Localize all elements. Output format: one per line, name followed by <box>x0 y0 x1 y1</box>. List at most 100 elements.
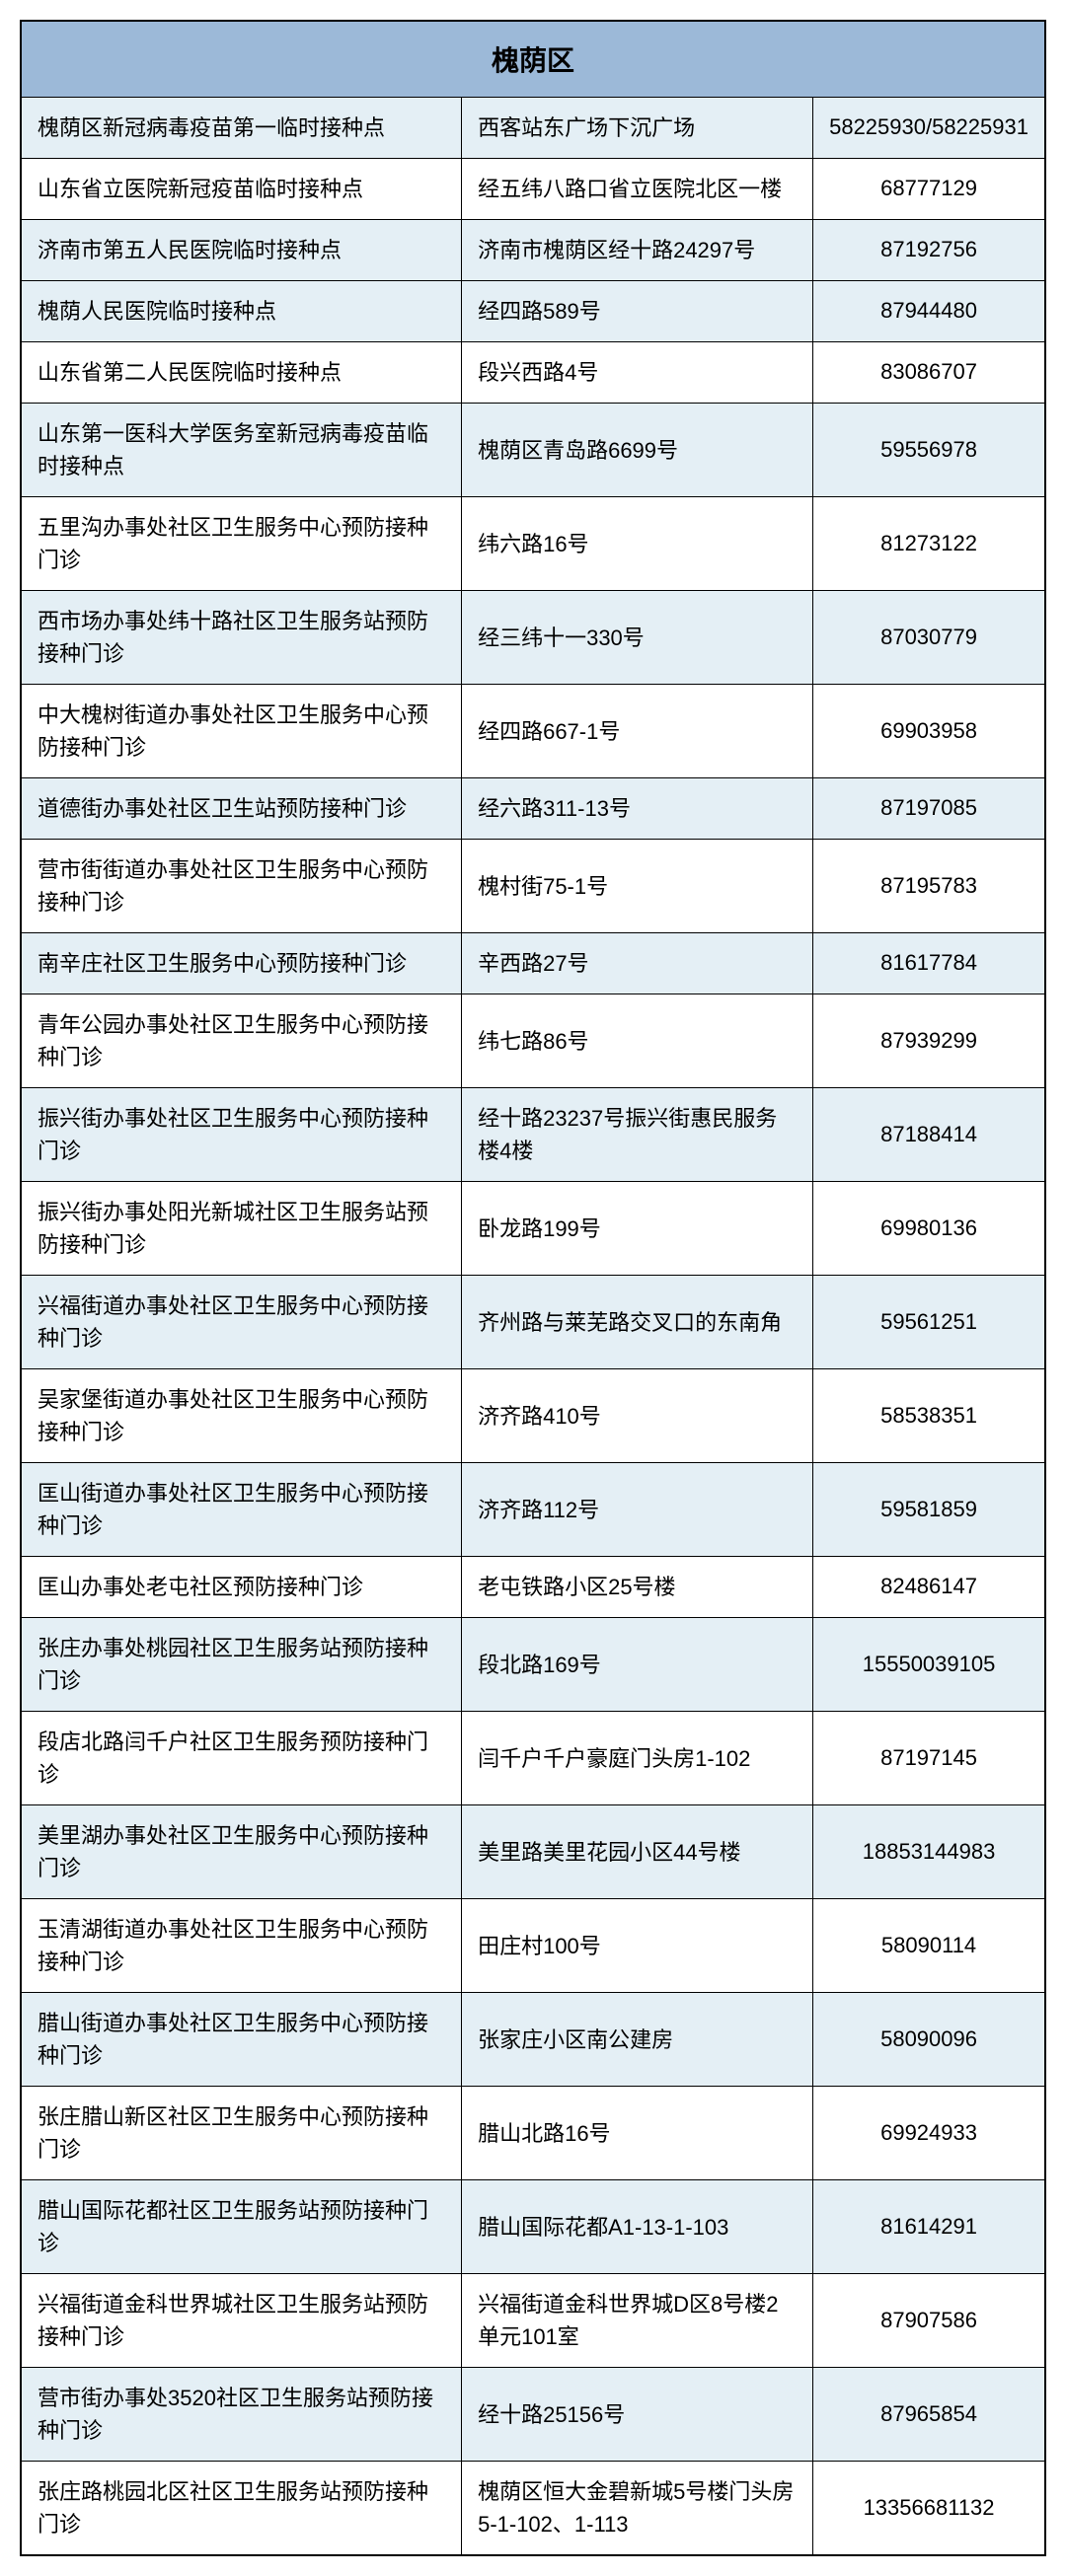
table-row: 玉清湖街道办事处社区卫生服务中心预防接种门诊田庄村100号58090114 <box>21 1899 1045 1993</box>
table-row: 吴家堡街道办事处社区卫生服务中心预防接种门诊济齐路410号58538351 <box>21 1369 1045 1463</box>
site-name-cell: 山东省第二人民医院临时接种点 <box>21 342 462 404</box>
site-name-cell: 南辛庄社区卫生服务中心预防接种门诊 <box>21 933 462 994</box>
table-row: 山东第一医科大学医务室新冠病毒疫苗临时接种点槐荫区青岛路6699号5955697… <box>21 404 1045 497</box>
site-phone-cell: 87907586 <box>813 2274 1045 2368</box>
site-phone-cell: 87195783 <box>813 840 1045 933</box>
site-phone-cell: 87188414 <box>813 1088 1045 1182</box>
table-row: 营市街街道办事处社区卫生服务中心预防接种门诊槐村街75-1号87195783 <box>21 840 1045 933</box>
site-address-cell: 经六路311-13号 <box>462 778 813 840</box>
site-name-cell: 西市场办事处纬十路社区卫生服务站预防接种门诊 <box>21 591 462 685</box>
site-phone-cell: 58090096 <box>813 1993 1045 2087</box>
table-row: 腊山街道办事处社区卫生服务中心预防接种门诊张家庄小区南公建房58090096 <box>21 1993 1045 2087</box>
site-address-cell: 老屯铁路小区25号楼 <box>462 1557 813 1618</box>
site-phone-cell: 87192756 <box>813 220 1045 281</box>
site-phone-cell: 15550039105 <box>813 1618 1045 1712</box>
site-name-cell: 兴福街道办事处社区卫生服务中心预防接种门诊 <box>21 1276 462 1369</box>
site-name-cell: 济南市第五人民医院临时接种点 <box>21 220 462 281</box>
site-name-cell: 匡山街道办事处社区卫生服务中心预防接种门诊 <box>21 1463 462 1557</box>
site-address-cell: 段兴西路4号 <box>462 342 813 404</box>
site-address-cell: 经三纬十一330号 <box>462 591 813 685</box>
site-name-cell: 张庄腊山新区社区卫生服务中心预防接种门诊 <box>21 2087 462 2180</box>
site-phone-cell: 68777129 <box>813 159 1045 220</box>
site-address-cell: 齐州路与莱芜路交叉口的东南角 <box>462 1276 813 1369</box>
site-address-cell: 济南市槐荫区经十路24297号 <box>462 220 813 281</box>
site-address-cell: 经四路667-1号 <box>462 685 813 778</box>
site-address-cell: 经十路25156号 <box>462 2368 813 2462</box>
site-address-cell: 段北路169号 <box>462 1618 813 1712</box>
table-row: 槐荫人民医院临时接种点经四路589号87944480 <box>21 281 1045 342</box>
table-header-row: 槐荫区 <box>21 21 1045 98</box>
site-name-cell: 槐荫区新冠病毒疫苗第一临时接种点 <box>21 98 462 159</box>
table-row: 西市场办事处纬十路社区卫生服务站预防接种门诊经三纬十一330号87030779 <box>21 591 1045 685</box>
site-name-cell: 营市街办事处3520社区卫生服务站预防接种门诊 <box>21 2368 462 2462</box>
table-row: 山东省第二人民医院临时接种点段兴西路4号83086707 <box>21 342 1045 404</box>
site-address-cell: 经四路589号 <box>462 281 813 342</box>
site-phone-cell: 69903958 <box>813 685 1045 778</box>
table-row: 槐荫区新冠病毒疫苗第一临时接种点西客站东广场下沉广场58225930/58225… <box>21 98 1045 159</box>
site-address-cell: 闫千户千户豪庭门头房1-102 <box>462 1712 813 1805</box>
site-name-cell: 振兴街办事处社区卫生服务中心预防接种门诊 <box>21 1088 462 1182</box>
district-header: 槐荫区 <box>21 21 1045 98</box>
table-row: 南辛庄社区卫生服务中心预防接种门诊辛西路27号81617784 <box>21 933 1045 994</box>
vaccination-sites-table: 槐荫区 槐荫区新冠病毒疫苗第一临时接种点西客站东广场下沉广场58225930/5… <box>20 20 1046 2556</box>
site-phone-cell: 83086707 <box>813 342 1045 404</box>
site-name-cell: 中大槐树街道办事处社区卫生服务中心预防接种门诊 <box>21 685 462 778</box>
site-phone-cell: 58090114 <box>813 1899 1045 1993</box>
site-address-cell: 济齐路112号 <box>462 1463 813 1557</box>
site-name-cell: 玉清湖街道办事处社区卫生服务中心预防接种门诊 <box>21 1899 462 1993</box>
site-phone-cell: 87965854 <box>813 2368 1045 2462</box>
site-phone-cell: 82486147 <box>813 1557 1045 1618</box>
site-address-cell: 田庄村100号 <box>462 1899 813 1993</box>
site-name-cell: 张庄路桃园北区社区卫生服务站预防接种门诊 <box>21 2462 462 2556</box>
table-row: 腊山国际花都社区卫生服务站预防接种门诊腊山国际花都A1-13-1-1038161… <box>21 2180 1045 2274</box>
table-row: 振兴街办事处社区卫生服务中心预防接种门诊经十路23237号振兴街惠民服务楼4楼8… <box>21 1088 1045 1182</box>
site-name-cell: 道德街办事处社区卫生站预防接种门诊 <box>21 778 462 840</box>
site-address-cell: 兴福街道金科世界城D区8号楼2单元101室 <box>462 2274 813 2368</box>
table-row: 中大槐树街道办事处社区卫生服务中心预防接种门诊经四路667-1号69903958 <box>21 685 1045 778</box>
table-row: 青年公园办事处社区卫生服务中心预防接种门诊纬七路86号87939299 <box>21 994 1045 1088</box>
site-phone-cell: 69924933 <box>813 2087 1045 2180</box>
site-phone-cell: 59556978 <box>813 404 1045 497</box>
table-row: 张庄腊山新区社区卫生服务中心预防接种门诊腊山北路16号69924933 <box>21 2087 1045 2180</box>
site-name-cell: 腊山国际花都社区卫生服务站预防接种门诊 <box>21 2180 462 2274</box>
site-address-cell: 美里路美里花园小区44号楼 <box>462 1805 813 1899</box>
table-row: 道德街办事处社区卫生站预防接种门诊经六路311-13号87197085 <box>21 778 1045 840</box>
site-name-cell: 匡山办事处老屯社区预防接种门诊 <box>21 1557 462 1618</box>
site-name-cell: 张庄办事处桃园社区卫生服务站预防接种门诊 <box>21 1618 462 1712</box>
table-row: 兴福街道金科世界城社区卫生服务站预防接种门诊兴福街道金科世界城D区8号楼2单元1… <box>21 2274 1045 2368</box>
site-phone-cell: 87944480 <box>813 281 1045 342</box>
site-phone-cell: 81273122 <box>813 497 1045 591</box>
table-row: 张庄路桃园北区社区卫生服务站预防接种门诊槐荫区恒大金碧新城5号楼门头房5-1-1… <box>21 2462 1045 2556</box>
site-phone-cell: 58225930/58225931 <box>813 98 1045 159</box>
site-name-cell: 青年公园办事处社区卫生服务中心预防接种门诊 <box>21 994 462 1088</box>
site-name-cell: 吴家堡街道办事处社区卫生服务中心预防接种门诊 <box>21 1369 462 1463</box>
site-address-cell: 腊山北路16号 <box>462 2087 813 2180</box>
site-address-cell: 槐村街75-1号 <box>462 840 813 933</box>
site-phone-cell: 59561251 <box>813 1276 1045 1369</box>
site-address-cell: 槐荫区恒大金碧新城5号楼门头房5-1-102、1-113 <box>462 2462 813 2556</box>
site-address-cell: 济齐路410号 <box>462 1369 813 1463</box>
site-address-cell: 张家庄小区南公建房 <box>462 1993 813 2087</box>
site-name-cell: 段店北路闫千户社区卫生服务预防接种门诊 <box>21 1712 462 1805</box>
table-row: 振兴街办事处阳光新城社区卫生服务站预防接种门诊卧龙路199号69980136 <box>21 1182 1045 1276</box>
site-name-cell: 山东第一医科大学医务室新冠病毒疫苗临时接种点 <box>21 404 462 497</box>
site-address-cell: 西客站东广场下沉广场 <box>462 98 813 159</box>
site-address-cell: 槐荫区青岛路6699号 <box>462 404 813 497</box>
site-name-cell: 山东省立医院新冠疫苗临时接种点 <box>21 159 462 220</box>
site-phone-cell: 81617784 <box>813 933 1045 994</box>
site-address-cell: 经五纬八路口省立医院北区一楼 <box>462 159 813 220</box>
site-phone-cell: 59581859 <box>813 1463 1045 1557</box>
table-row: 济南市第五人民医院临时接种点济南市槐荫区经十路24297号87192756 <box>21 220 1045 281</box>
table-row: 山东省立医院新冠疫苗临时接种点经五纬八路口省立医院北区一楼68777129 <box>21 159 1045 220</box>
site-name-cell: 营市街街道办事处社区卫生服务中心预防接种门诊 <box>21 840 462 933</box>
data-table: 槐荫区 槐荫区新冠病毒疫苗第一临时接种点西客站东广场下沉广场58225930/5… <box>20 20 1046 2556</box>
site-phone-cell: 87197085 <box>813 778 1045 840</box>
site-name-cell: 美里湖办事处社区卫生服务中心预防接种门诊 <box>21 1805 462 1899</box>
table-row: 段店北路闫千户社区卫生服务预防接种门诊闫千户千户豪庭门头房1-102871971… <box>21 1712 1045 1805</box>
site-name-cell: 五里沟办事处社区卫生服务中心预防接种门诊 <box>21 497 462 591</box>
site-phone-cell: 58538351 <box>813 1369 1045 1463</box>
site-phone-cell: 69980136 <box>813 1182 1045 1276</box>
site-address-cell: 辛西路27号 <box>462 933 813 994</box>
table-row: 匡山办事处老屯社区预防接种门诊老屯铁路小区25号楼82486147 <box>21 1557 1045 1618</box>
site-address-cell: 腊山国际花都A1-13-1-103 <box>462 2180 813 2274</box>
